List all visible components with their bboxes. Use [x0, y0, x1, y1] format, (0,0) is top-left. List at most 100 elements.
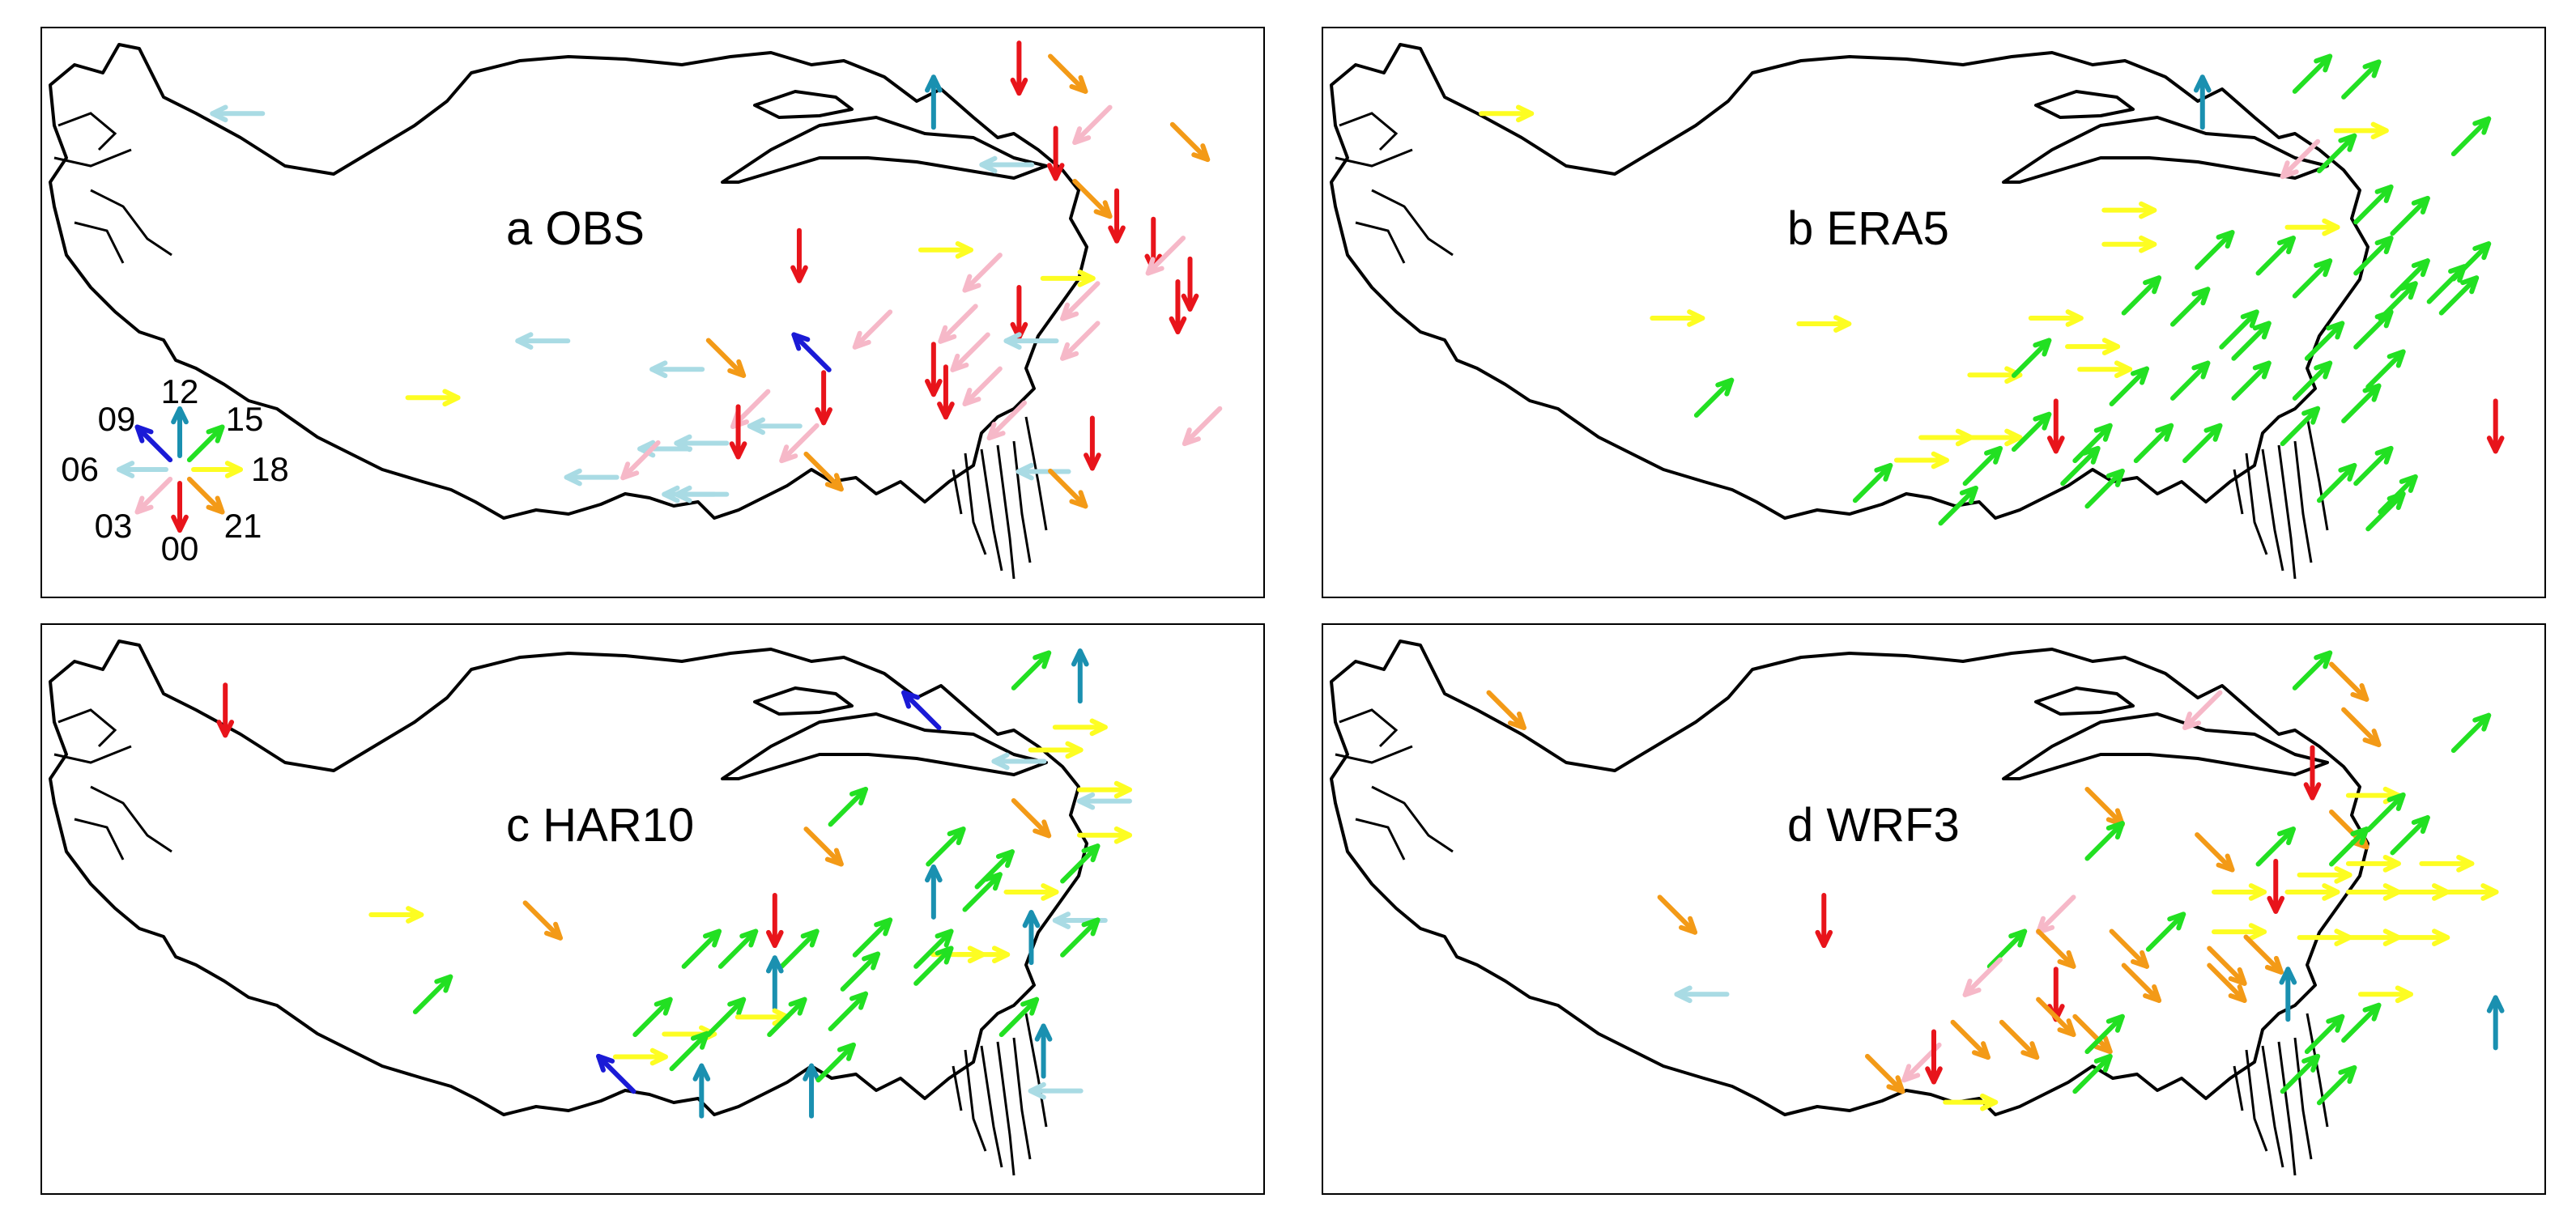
- basin-boundary: [2002, 116, 2329, 184]
- wind-arrow-18: [955, 945, 1011, 963]
- wind-arrow-00: [1108, 188, 1126, 244]
- legend-label-00: 00: [161, 529, 199, 567]
- wind-arrow-00: [815, 370, 832, 426]
- mountain-range-line: [980, 448, 1003, 572]
- wind-arrow-03: [950, 332, 990, 372]
- wind-arrow-21: [2109, 928, 2149, 969]
- wind-arrow-21: [1169, 121, 1211, 163]
- wind-arrow-18: [1003, 883, 1059, 901]
- lake-boundary: [2034, 686, 2135, 716]
- mountain-range-line: [2306, 1013, 2329, 1128]
- wind-arrow-03: [938, 304, 978, 344]
- coastline-detail: [1355, 818, 1406, 860]
- panel-c-har10: c HAR10: [40, 623, 1265, 1195]
- wind-arrow-21: [2072, 1013, 2113, 1055]
- wind-arrow-00: [1169, 278, 1187, 334]
- wind-arrow-15: [1962, 445, 2003, 487]
- wind-arrow-15: [2182, 423, 2223, 464]
- mountain-range-line: [952, 1065, 963, 1111]
- wind-arrow-06: [1015, 462, 1071, 481]
- wind-arrow-21: [2036, 996, 2076, 1038]
- plateau-boundary: [49, 43, 1088, 520]
- wind-arrow-06: [1076, 792, 1132, 810]
- legend-arrow-15: [186, 424, 225, 463]
- wind-arrow-00: [1181, 256, 1199, 312]
- wind-arrow-18: [2419, 855, 2475, 873]
- wind-arrow-00: [925, 342, 943, 397]
- plateau-boundary: [1330, 639, 2369, 1116]
- coastline-detail: [1339, 112, 1399, 151]
- wind-arrow-15: [2316, 462, 2357, 504]
- wind-arrow-12: [2279, 967, 2297, 1022]
- wind-arrow-18: [2357, 985, 2413, 1004]
- wind-arrow-21: [2341, 707, 2382, 748]
- coastline-detail: [1335, 148, 1413, 168]
- wind-arrow-06: [1028, 1081, 1084, 1100]
- wind-arrow-15: [2353, 445, 2394, 487]
- wind-arrow-18: [2077, 360, 2133, 379]
- wind-arrow-21: [1657, 894, 1698, 935]
- mountain-range-line: [2277, 1041, 2297, 1176]
- wind-arrow-09: [596, 1053, 637, 1094]
- basin-boundary: [721, 712, 1048, 780]
- legend-arrow-00: [171, 481, 189, 533]
- wind-arrow-18: [2443, 883, 2499, 901]
- mountain-range-line: [996, 444, 1015, 580]
- wind-arrow-09: [791, 332, 832, 372]
- mountain-range-line: [1024, 416, 1048, 531]
- coastline-detail: [1371, 189, 1454, 257]
- wind-arrow-15: [1011, 650, 1052, 690]
- coastline-detail: [53, 745, 132, 764]
- wind-arrow-03: [2182, 690, 2223, 730]
- wind-arrow-15: [974, 849, 1015, 890]
- wind-arrow-03: [962, 253, 1003, 293]
- wind-arrow-15: [2280, 406, 2321, 447]
- wind-arrow-03: [1060, 281, 1101, 321]
- map-c: c HAR10: [49, 639, 1132, 1176]
- wind-arrow-00: [729, 404, 747, 460]
- wind-arrow-15: [2060, 445, 2101, 487]
- wind-arrow-18: [1028, 741, 1084, 759]
- wind-arrow-06: [564, 468, 620, 487]
- wind-arrow-15: [2133, 423, 2174, 464]
- wind-arrow-15: [2316, 133, 2357, 174]
- legend-label-03: 03: [95, 507, 133, 545]
- wind-arrow-15: [2390, 195, 2430, 236]
- panel-a-obs: a OBS 00 03 06 09 12 15 18 21: [40, 27, 1265, 598]
- wind-arrow-21: [1486, 690, 1526, 730]
- wind-arrow-15: [2304, 1013, 2345, 1055]
- plateau-boundary: [1330, 43, 2369, 520]
- wind-arrow-15: [1986, 928, 2028, 969]
- wind-arrow-18: [1650, 309, 1705, 327]
- wind-arrow-03: [2036, 894, 2076, 935]
- wind-arrow-15: [2353, 184, 2394, 225]
- wind-arrow-18: [2345, 883, 2401, 901]
- legend-label-12: 12: [161, 372, 199, 410]
- coastline-detail: [1371, 785, 1454, 853]
- panel-b-era5: b ERA5: [1322, 27, 2546, 598]
- wind-arrow-12: [925, 74, 943, 130]
- panel-d-wrf3: d WRF3: [1322, 623, 2546, 1195]
- wind-arrow-15: [2084, 468, 2125, 509]
- wind-arrow-18: [2345, 928, 2401, 946]
- wind-arrow-21: [2084, 786, 2125, 827]
- legend-label-06: 06: [61, 450, 99, 488]
- wind-arrow-15: [2390, 815, 2430, 856]
- legend-label-09: 09: [98, 400, 136, 438]
- lake-boundary: [753, 686, 854, 716]
- wind-arrow-21: [2243, 934, 2284, 975]
- wind-arrow-15: [2450, 116, 2492, 157]
- wind-arrow-00: [937, 364, 955, 420]
- wind-arrow-12: [1034, 1023, 1053, 1079]
- legend-label-15: 15: [226, 400, 264, 438]
- wind-arrow-06: [649, 360, 705, 379]
- lake-boundary: [2034, 90, 2135, 119]
- wind-arrow-15: [2011, 411, 2052, 453]
- wind-arrow-21: [1950, 1019, 1991, 1060]
- coastline-detail: [90, 189, 172, 257]
- mountain-range-line: [1012, 1037, 1032, 1160]
- wind-arrow-06: [1003, 332, 1059, 350]
- map-d: d WRF3: [1330, 639, 2505, 1176]
- wind-arrow-21: [1864, 1053, 1905, 1094]
- wind-arrow-18: [2101, 201, 2157, 219]
